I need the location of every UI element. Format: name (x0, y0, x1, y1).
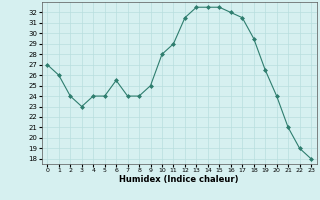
X-axis label: Humidex (Indice chaleur): Humidex (Indice chaleur) (119, 175, 239, 184)
